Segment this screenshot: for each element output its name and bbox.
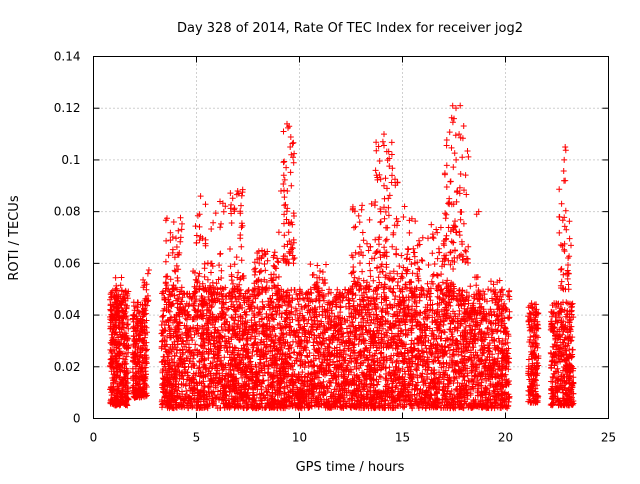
roti-scatter-chart: 051015202500.020.040.060.080.10.120.14 D… [0,0,640,480]
chart-svg: 051015202500.020.040.060.080.10.120.14 D… [0,0,640,480]
